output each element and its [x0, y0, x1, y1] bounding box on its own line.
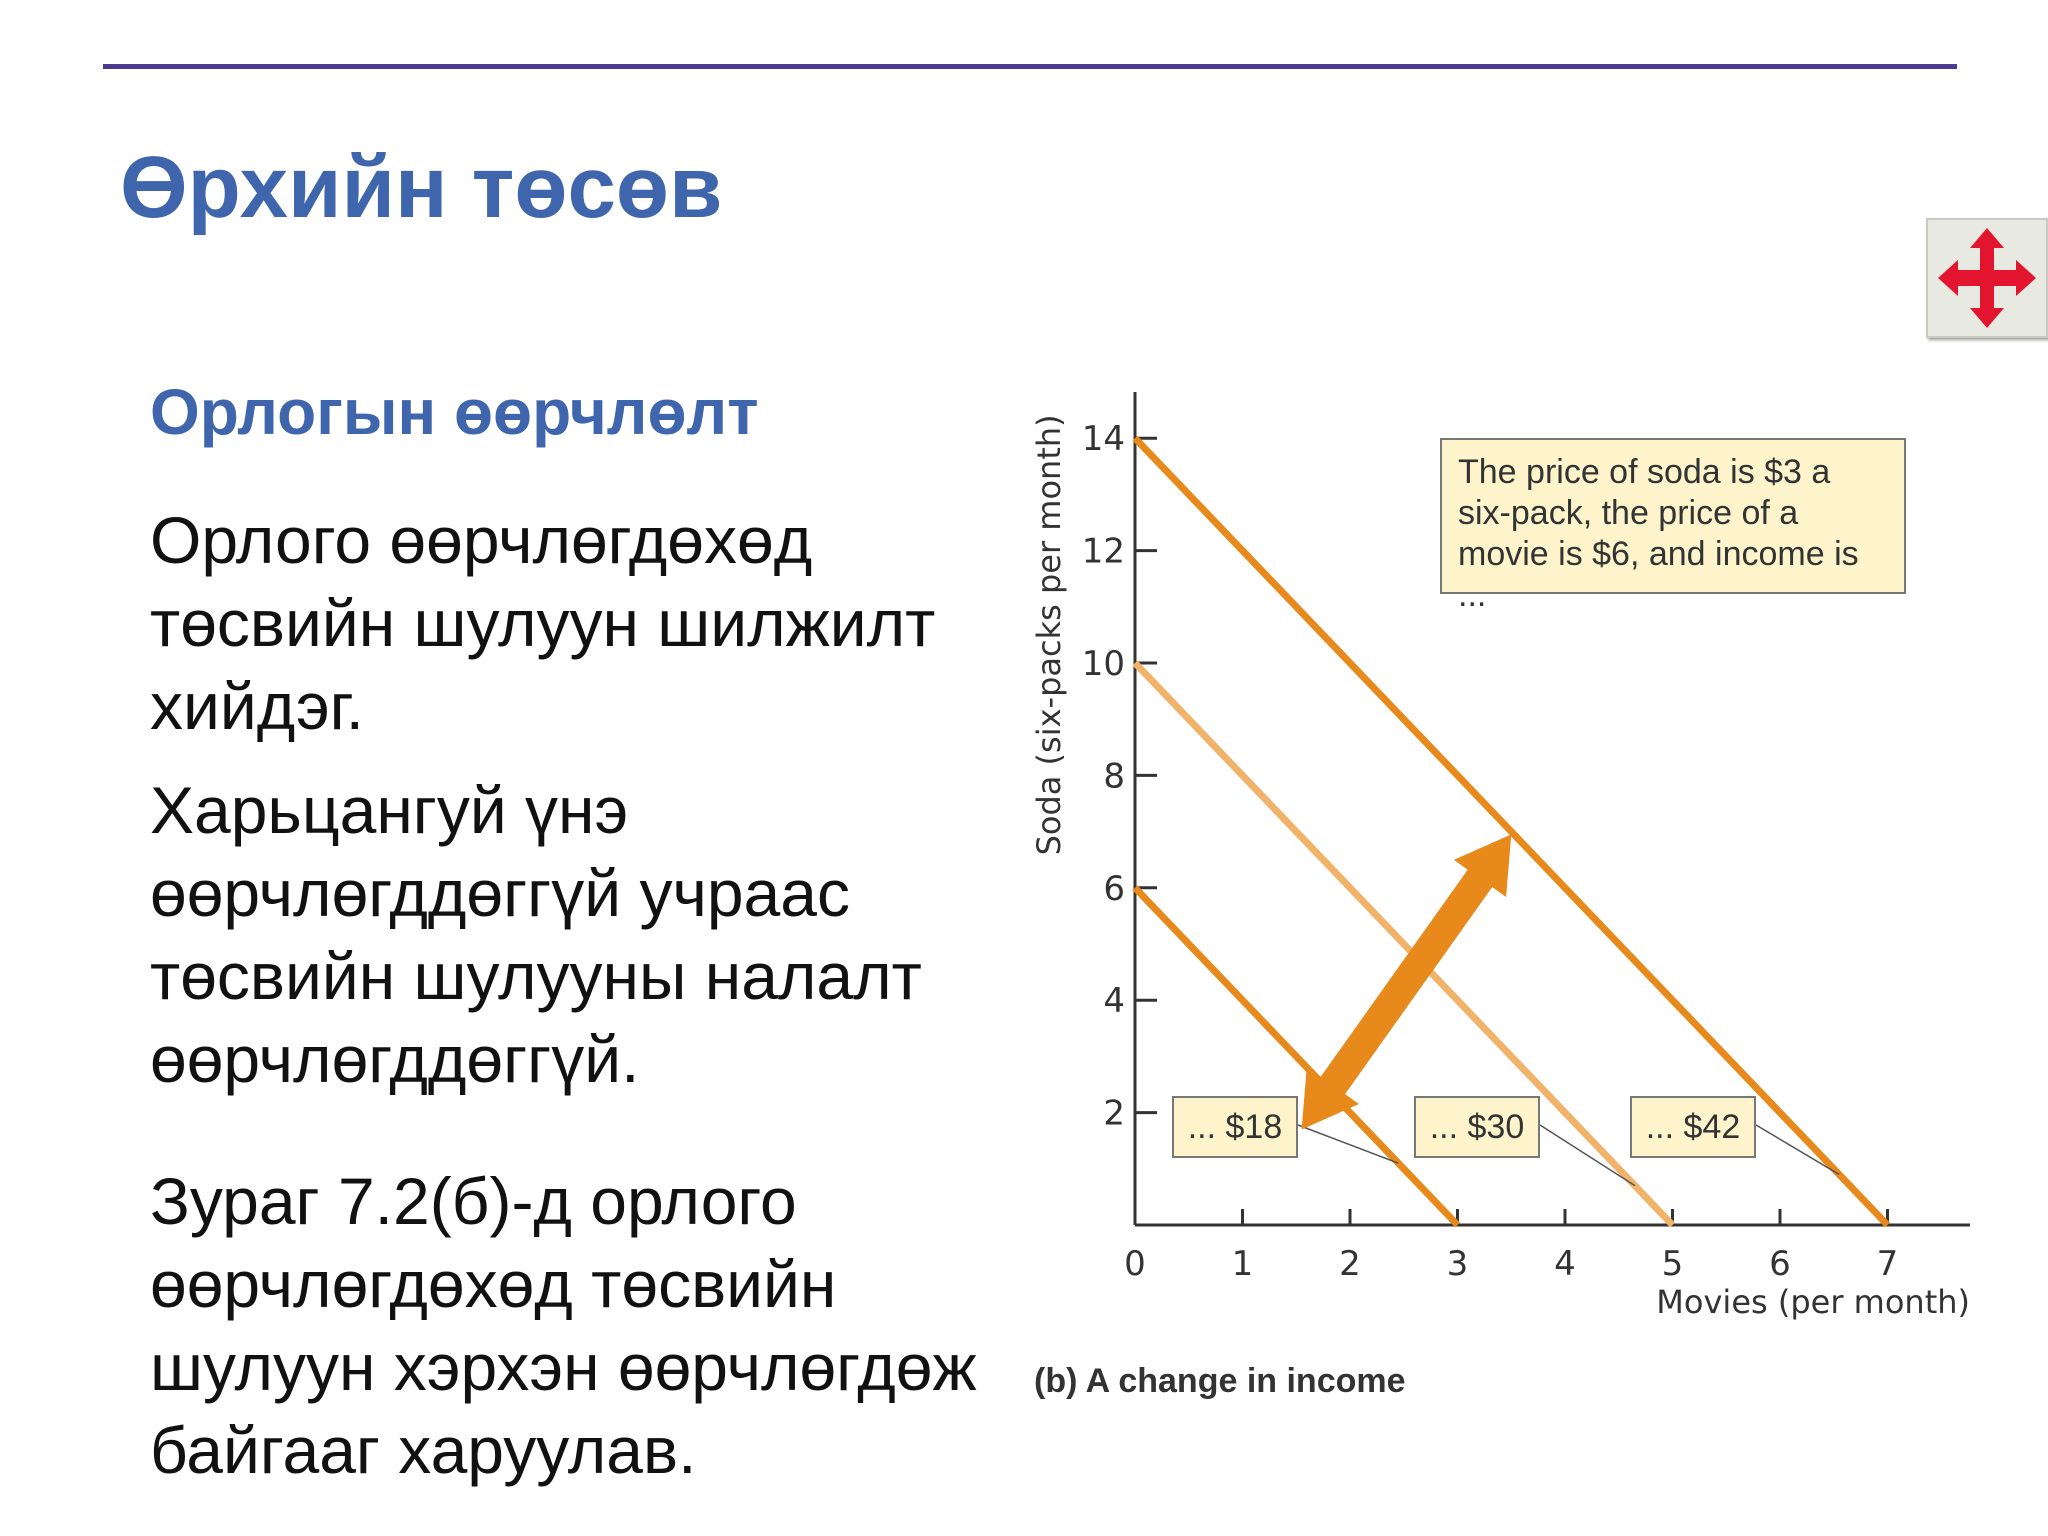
- budget-line-2: [1132, 660, 1676, 1228]
- x-tick-label: 6: [1769, 1244, 1791, 1284]
- y-tick-label: 10: [1082, 644, 1125, 684]
- four-way-arrow-icon: [1938, 228, 2036, 328]
- slide-title: Өрхийн төсөв: [120, 139, 723, 236]
- y-tick-label: 14: [1082, 419, 1125, 459]
- top-rule: [103, 64, 1957, 69]
- income-label-42: ... $42: [1630, 1096, 1756, 1158]
- income-shift-arrow: [1301, 834, 1512, 1130]
- chart-caption: (b) A change in income: [1034, 1362, 1406, 1400]
- move-button[interactable]: [1926, 218, 2048, 338]
- x-tick-label: 2: [1339, 1244, 1361, 1284]
- x-tick-label: 5: [1662, 1244, 1684, 1284]
- paragraph-figure-reference: Зураг 7.2(б)-д орлого өөрчлөгдөхөд төсви…: [150, 1164, 977, 1487]
- income-label-18: ... $18: [1172, 1096, 1298, 1158]
- paragraph-income-shift: Орлого өөрчлөгдөхөд төсвийн шулуун шилжи…: [150, 503, 936, 743]
- x-tick-label: 7: [1877, 1244, 1899, 1284]
- income-label-30: ... $30: [1414, 1096, 1540, 1158]
- y-tick-label: 4: [1103, 981, 1125, 1021]
- x-tick-label: 3: [1447, 1244, 1469, 1284]
- budget-line-3: [1132, 435, 1891, 1228]
- x-axis-title: Movies (per month): [1656, 1283, 1970, 1321]
- paragraph-slope-unchanged: Харьцангуй үнэ өөрчлөгддөггүй учраас төс…: [150, 773, 922, 1096]
- section-subtitle: Орлогын өөрчлөлт: [150, 376, 759, 448]
- leader-line: [1755, 1124, 1840, 1176]
- leader-line: [1297, 1124, 1399, 1164]
- budget-line-chart: 0 1 2 3 4 5 6 7 2 4 6 8 10 12 14 Movies (per month) Soda…: [1000, 370, 2000, 1430]
- x-tick-label: 0: [1124, 1244, 1146, 1284]
- x-tick-label: 1: [1232, 1244, 1254, 1284]
- budget-line-1: [1132, 885, 1461, 1228]
- leader-line: [1539, 1124, 1636, 1187]
- y-axis-title: Soda (six-packs per month): [1030, 414, 1068, 855]
- y-tick-label: 8: [1103, 756, 1125, 796]
- y-tick-label: 12: [1082, 532, 1125, 572]
- y-tick-label: 6: [1103, 869, 1125, 909]
- chart-note-box: The price of soda is $3 a six-pack, the …: [1440, 438, 1906, 614]
- y-tick-label: 2: [1103, 1094, 1125, 1134]
- x-tick-label: 4: [1554, 1244, 1576, 1284]
